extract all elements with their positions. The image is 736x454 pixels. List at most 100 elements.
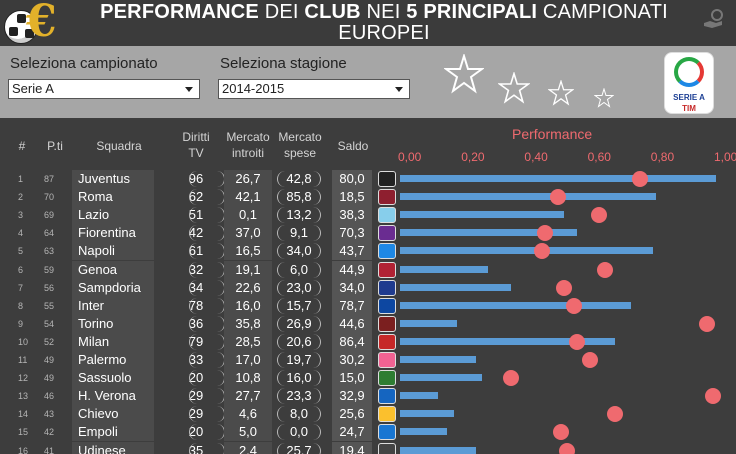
team-crest-icon	[376, 297, 398, 315]
soccer-ball-icon	[4, 10, 38, 44]
row-out-value: 26,9	[286, 315, 312, 331]
team-crest-icon	[376, 224, 398, 242]
row-market-out: 42,8	[274, 170, 324, 188]
row-market-out: 6,0	[274, 261, 324, 279]
row-team: Napoli	[72, 242, 154, 261]
row-points: 64	[44, 228, 55, 239]
header-points: P.ti	[47, 139, 63, 153]
row-market-in: 16,0	[224, 296, 272, 315]
league-filter-label: Seleziona campionato	[10, 55, 158, 72]
row-rank: 8	[18, 300, 24, 311]
table-row: 16 41 Udinese 35 2,4 25,7 19,4	[0, 441, 736, 454]
page-title-part: DEI	[258, 1, 305, 23]
header-out-line2: spese	[283, 146, 317, 160]
table-row: 3 69 Lazio 51 0,1 13,2 38,3	[0, 206, 736, 225]
table-row: 10 52 Milan 79 28,5 20,6 86,4	[0, 332, 736, 351]
row-rank: 15	[18, 427, 29, 438]
star-icon	[444, 54, 484, 94]
row-tv-rights: 79	[178, 333, 225, 351]
team-crest-icon	[376, 387, 398, 405]
team-crest-icon	[376, 188, 398, 206]
row-out-value: 34,0	[286, 243, 312, 259]
filter-bar: Seleziona campionato Serie A Seleziona s…	[0, 46, 736, 118]
table-row: 13 46 H. Verona 29 27,7 23,3 32,9	[0, 387, 736, 406]
performance-dot	[597, 261, 614, 278]
header-market-in: Mercato introiti	[222, 129, 274, 161]
row-tv-rights: 29	[178, 405, 225, 423]
performance-bar	[400, 356, 476, 363]
row-saldo: 44,6	[332, 314, 372, 333]
header-tv-rights: Diritti TV	[172, 129, 220, 161]
row-market-out: 34,0	[274, 242, 324, 260]
row-saldo: 32,9	[332, 387, 372, 406]
row-saldo: 78,7	[332, 296, 372, 315]
row-market-out: 23,0	[274, 279, 324, 297]
row-rank: 7	[18, 282, 24, 293]
header-market-out: Mercato spese	[274, 129, 326, 161]
performance-dot	[550, 189, 566, 206]
row-team: Inter	[72, 296, 154, 315]
row-rank: 6	[18, 264, 24, 275]
team-crest-icon	[376, 333, 398, 351]
row-team: Juventus	[72, 170, 154, 188]
row-team: Empoli	[72, 423, 154, 442]
row-tv-rights: 96	[178, 170, 225, 188]
row-saldo: 38,3	[332, 206, 372, 225]
performance-bar	[400, 193, 656, 201]
row-points: 43	[44, 409, 55, 420]
performance-bar	[400, 247, 653, 255]
performance-bar	[400, 428, 448, 436]
row-points: 55	[44, 300, 55, 311]
row-out-value: 6,0	[289, 261, 309, 277]
axis-tick-label: 0,00	[398, 150, 422, 164]
row-out-value: 20,6	[286, 333, 312, 349]
row-team: Fiorentina	[72, 224, 154, 243]
row-saldo: 43,7	[332, 242, 372, 261]
table-row: 2 70 Roma 62 42,1 85,8 18,5	[0, 188, 736, 207]
chevron-down-icon	[185, 87, 193, 92]
performance-bar	[400, 211, 565, 219]
row-points: 59	[44, 264, 55, 275]
row-points: 49	[44, 355, 55, 365]
row-tv-rights: 35	[178, 442, 225, 454]
team-crest-icon	[376, 351, 398, 369]
row-saldo: 25,6	[332, 405, 372, 424]
row-market-in: 28,5	[224, 332, 272, 351]
row-tv-rights: 61	[178, 242, 225, 260]
league-select[interactable]: Serie A	[8, 79, 200, 99]
serie-a-ring-icon	[674, 57, 704, 87]
row-team: Genoa	[72, 260, 154, 279]
header-saldo: Saldo	[337, 139, 369, 153]
row-saldo: 18,5	[332, 188, 372, 207]
row-market-in: 10,8	[224, 369, 272, 388]
row-team: H. Verona	[72, 387, 154, 406]
team-crest-icon	[376, 206, 398, 224]
team-crest-icon	[376, 423, 398, 441]
row-market-out: 13,2	[274, 206, 324, 224]
row-market-out: 20,6	[274, 333, 324, 351]
row-tv-rights: 51	[178, 206, 225, 224]
header-in-line1: Mercato	[226, 130, 270, 144]
row-market-in: 35,8	[224, 314, 272, 333]
row-out-value: 23,3	[286, 388, 312, 404]
serie-a-logo: SERIE A TIM	[664, 52, 714, 114]
row-out-value: 0,0	[289, 424, 309, 440]
performance-bar	[400, 410, 454, 418]
table-row: 5 63 Napoli 61 16,5 34,0 43,7	[0, 242, 736, 261]
performance-dot	[556, 279, 573, 296]
performance-bar	[400, 283, 511, 291]
row-out-value: 8,0	[289, 406, 309, 422]
season-select-value: 2014-2015	[222, 81, 285, 96]
season-select[interactable]: 2014-2015	[218, 79, 410, 99]
table-row: 7 56 Sampdoria 34 22,6 23,0 34,0	[0, 278, 736, 297]
row-rank: 2	[18, 192, 24, 203]
row-saldo: 19,4	[332, 441, 372, 454]
row-market-in: 27,7	[224, 387, 272, 406]
row-tv-rights: 20	[178, 423, 225, 441]
performance-dot	[568, 333, 585, 350]
header-team: Squadra	[96, 139, 142, 153]
table-header	[0, 118, 736, 168]
team-crest-icon	[376, 405, 398, 423]
team-crest-icon	[376, 170, 398, 188]
row-market-in: 5,0	[224, 423, 272, 442]
